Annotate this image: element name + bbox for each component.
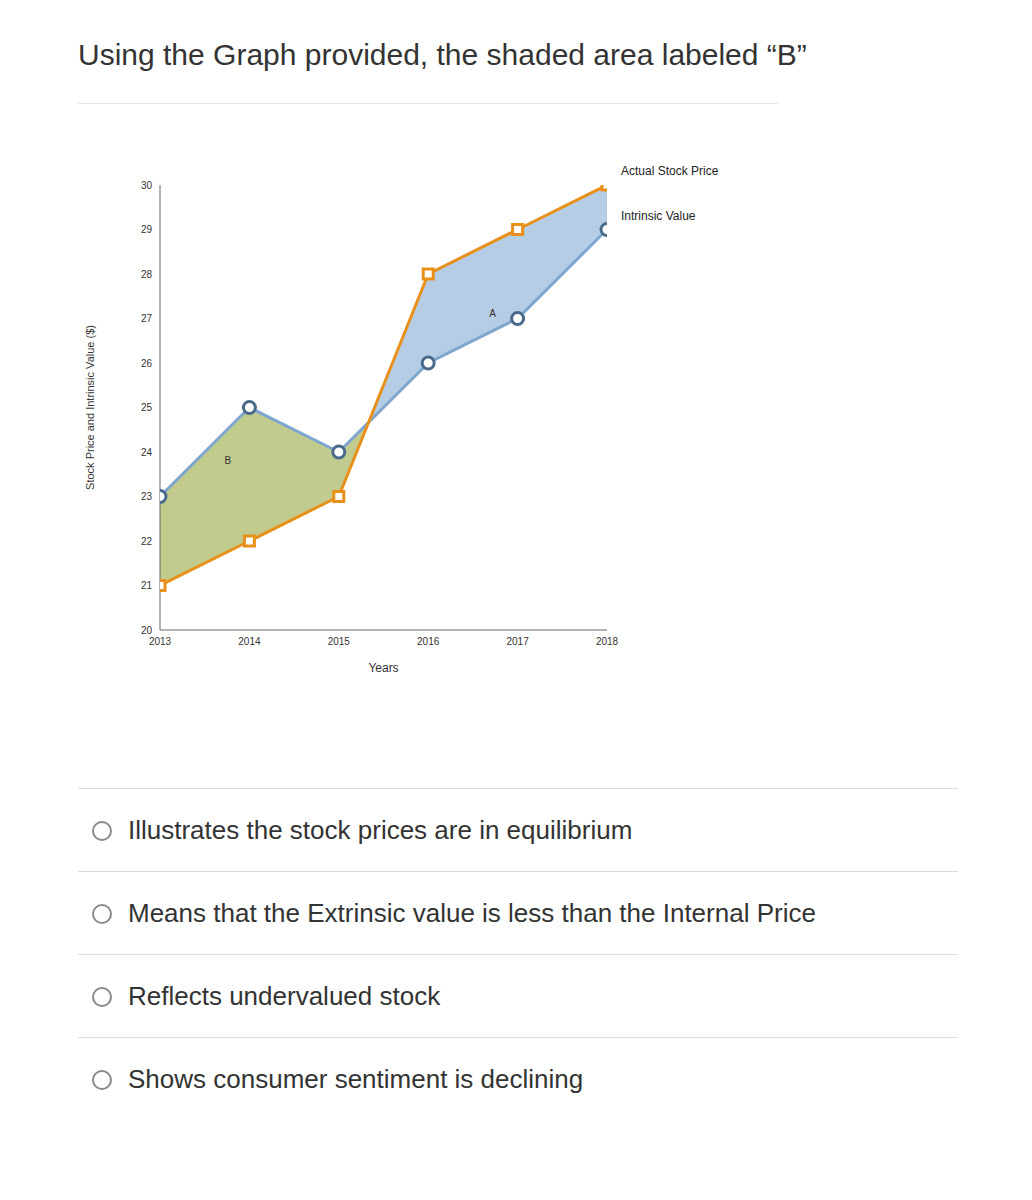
svg-text:30: 30 xyxy=(141,180,153,191)
svg-text:21: 21 xyxy=(141,580,153,591)
svg-text:Actual Stock Price: Actual Stock Price xyxy=(621,164,719,178)
svg-text:20: 20 xyxy=(141,625,153,636)
svg-text:2018: 2018 xyxy=(596,636,619,647)
svg-text:24: 24 xyxy=(141,447,153,458)
html-text:Means that the Extrinsic value: Means that the Extrinsic value is less t… xyxy=(128,898,816,928)
svg-text:2016: 2016 xyxy=(417,636,440,647)
svg-text:23: 23 xyxy=(141,491,153,502)
svg-text:B: B xyxy=(225,455,232,466)
html-text:Illustrates the stock prices a: Illustrates the stock prices are in equi… xyxy=(128,815,633,845)
svg-text:29: 29 xyxy=(141,224,153,235)
svg-text:22: 22 xyxy=(141,536,153,547)
svg-text:Stock Price and Intrinsic Valu: Stock Price and Intrinsic Value ($) xyxy=(84,325,96,490)
svg-text:2013: 2013 xyxy=(149,636,172,647)
svg-text:Years: Years xyxy=(368,661,398,675)
svg-text:26: 26 xyxy=(141,358,153,369)
svg-text:2014: 2014 xyxy=(238,636,261,647)
svg-text:A: A xyxy=(489,308,496,319)
svg-text:28: 28 xyxy=(141,269,153,280)
svg-text:Intrinsic Value: Intrinsic Value xyxy=(621,209,696,223)
svg-text:25: 25 xyxy=(141,402,153,413)
html-text:Reflects undervalued stock: Reflects undervalued stock xyxy=(128,981,441,1011)
html-text:Shows consumer sentiment is de: Shows consumer sentiment is declining xyxy=(128,1064,584,1094)
svg-text:27: 27 xyxy=(141,313,153,324)
svg-text:2015: 2015 xyxy=(328,636,351,647)
svg-text:2017: 2017 xyxy=(506,636,529,647)
html-text:Using the Graph provided, the: Using the Graph provided, the shaded are… xyxy=(78,38,807,71)
